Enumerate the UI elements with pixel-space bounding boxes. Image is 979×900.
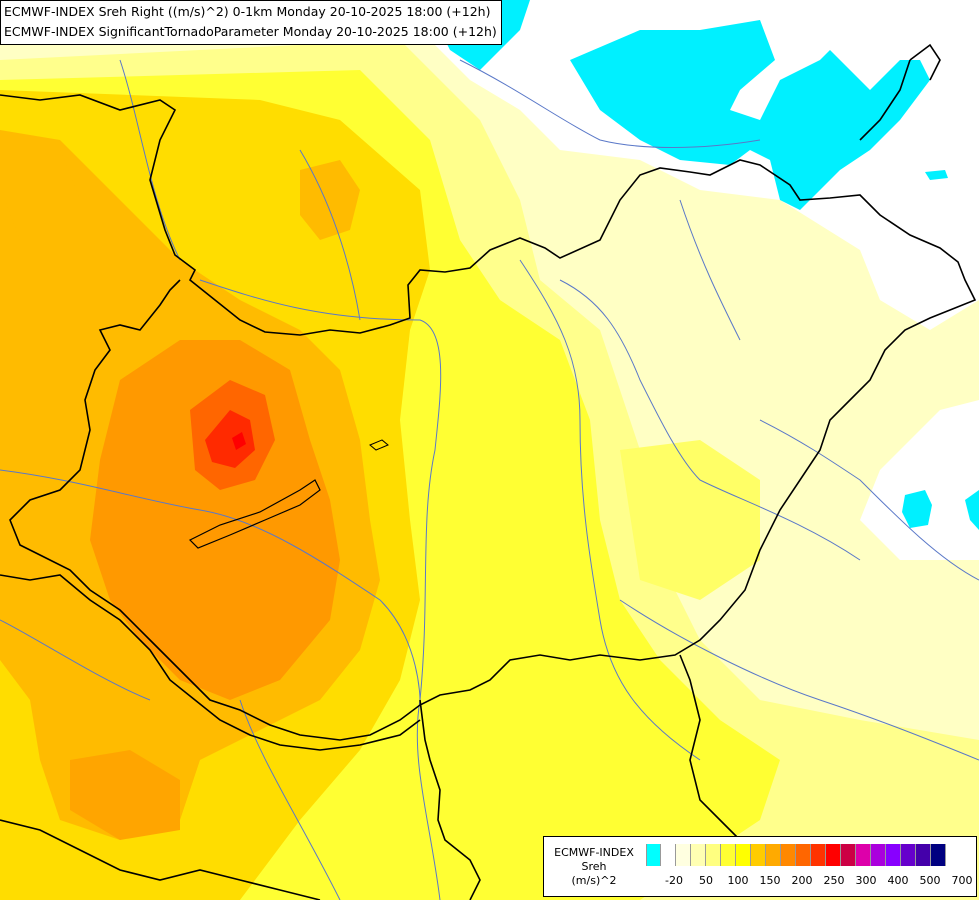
- legend-swatch: [676, 844, 691, 866]
- lake-small: [369, 439, 389, 451]
- legend-swatch: [766, 844, 781, 866]
- legend-tick-label: 400: [887, 874, 909, 887]
- legend-swatches: [646, 844, 946, 866]
- legend-swatch: [781, 844, 796, 866]
- legend-tick-label: 250: [823, 874, 845, 887]
- field-cyan-small: [925, 170, 948, 180]
- borders: [0, 43, 977, 900]
- legend-swatch: [871, 844, 886, 866]
- legend-tick-label: 50: [699, 874, 713, 887]
- legend-swatch: [736, 844, 751, 866]
- legend-tick-label: 300: [855, 874, 877, 887]
- color-legend: ECMWF-INDEX Sreh (m/s)^2 -20 50 100 150 200 2…: [543, 836, 977, 897]
- field-orange-nw: [5, 150, 80, 240]
- field-orange-north: [300, 160, 360, 240]
- legend-unit: (m/s)^2: [571, 874, 617, 887]
- legend-swatch: [646, 844, 661, 866]
- legend-swatch: [661, 844, 676, 866]
- legend-swatch: [886, 844, 901, 866]
- field-dark-orange: [90, 340, 340, 700]
- legend-swatch: [916, 844, 931, 866]
- field-cyan-east2: [965, 490, 979, 530]
- legend-ticks: -20 50 100 150 200 250 300 400 500 700: [646, 874, 976, 890]
- legend-tick-label: 500: [919, 874, 941, 887]
- map-title-box: ECMWF-INDEX Sreh Right ((m/s)^2) 0-1km M…: [0, 0, 502, 45]
- legend-swatch: [826, 844, 841, 866]
- rivers: [0, 59, 979, 900]
- field-dark-orange-south: [70, 750, 180, 840]
- legend-swatch: [931, 844, 946, 866]
- legend-tick-label: 200: [791, 874, 813, 887]
- legend-tick-label: -20: [665, 874, 683, 887]
- field-red-peak: [232, 432, 246, 450]
- legend-swatch: [841, 844, 856, 866]
- legend-swatch: [901, 844, 916, 866]
- legend-swatch: [856, 844, 871, 866]
- legend-swatch: [706, 844, 721, 866]
- legend-tick-label: 150: [759, 874, 781, 887]
- legend-model: ECMWF-INDEX: [554, 846, 634, 859]
- legend-tick-label: 100: [727, 874, 749, 887]
- legend-variable: Sreh: [581, 860, 607, 873]
- legend-swatch: [811, 844, 826, 866]
- legend-tick-label: 700: [951, 874, 973, 887]
- field-cyan-north2: [570, 20, 930, 210]
- field-yellow-east: [620, 440, 760, 600]
- legend-swatch: [751, 844, 766, 866]
- field-cyan-east: [902, 490, 932, 528]
- legend-swatch: [721, 844, 736, 866]
- title-line-2: ECMWF-INDEX SignificantTornadoParameter …: [4, 24, 497, 39]
- legend-swatch: [796, 844, 811, 866]
- lake-balaton: [188, 479, 321, 549]
- legend-swatch: [691, 844, 706, 866]
- legend-label: ECMWF-INDEX Sreh (m/s)^2: [548, 846, 640, 888]
- field-white-east: [860, 400, 979, 560]
- title-line-1: ECMWF-INDEX Sreh Right ((m/s)^2) 0-1km M…: [4, 4, 491, 19]
- field-red-core: [205, 410, 255, 468]
